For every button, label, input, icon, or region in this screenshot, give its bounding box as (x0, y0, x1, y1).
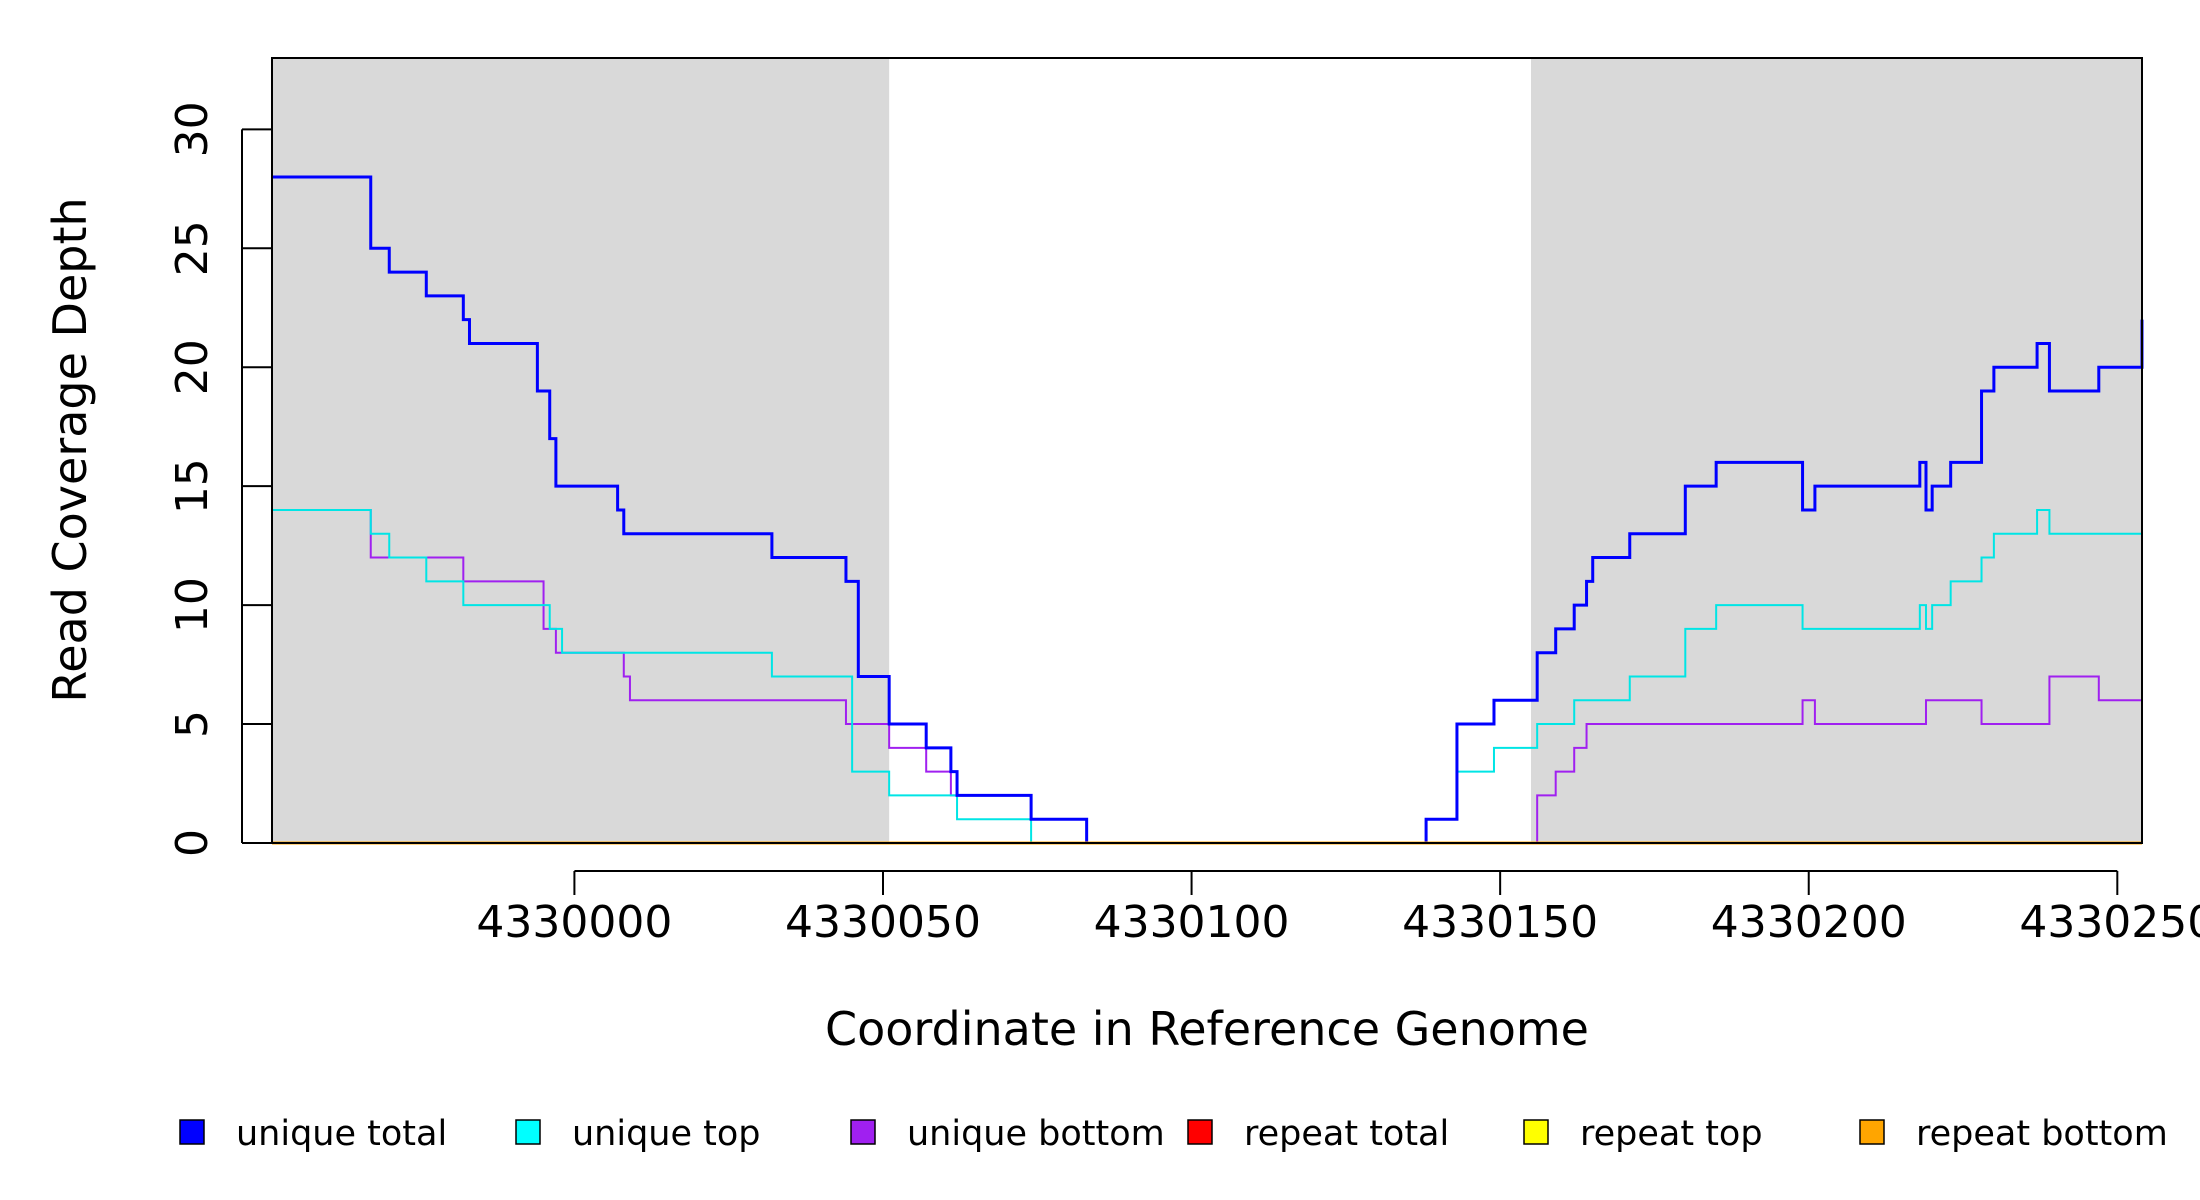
y-tick-label: 15 (167, 458, 218, 514)
x-axis-title: Coordinate in Reference Genome (825, 1002, 1589, 1056)
series-line-unique-top (272, 508, 2142, 844)
y-tick-label: 25 (167, 220, 218, 276)
shaded-regions (272, 58, 2142, 843)
y-tick-label: 10 (167, 577, 218, 633)
legend-swatch (850, 1119, 876, 1145)
legend-label: unique total (236, 1114, 447, 1154)
plot-frame (271, 57, 2143, 844)
x-tick-label: 4330250 (2019, 897, 2200, 948)
y-axis: 0 5 10 15 20 25 30 (167, 101, 272, 857)
legend-item-repeat-top: repeat top (1523, 1114, 1763, 1154)
legend-swatch (179, 1119, 205, 1145)
x-tick-label: 4330200 (1711, 897, 1907, 948)
x-tick-label: 4330150 (1402, 897, 1598, 948)
legend-label: repeat bottom (1916, 1114, 2168, 1154)
legend-item-unique-total: unique total (179, 1114, 447, 1154)
y-tick-label: 5 (167, 710, 218, 738)
legend: unique total unique top unique bottom repea… (179, 1114, 2168, 1154)
series-line-unique-total (272, 175, 2144, 845)
legend-swatch (1859, 1119, 1885, 1145)
y-tick-label: 30 (167, 101, 218, 157)
legend-item-repeat-bottom: repeat bottom (1859, 1114, 2168, 1154)
legend-label: unique top (572, 1114, 761, 1154)
y-axis-title: Read Coverage Depth (43, 197, 97, 702)
shaded-region-2 (1531, 58, 2142, 843)
legend-item-unique-bottom: unique bottom (850, 1114, 1165, 1154)
legend-swatch (515, 1119, 541, 1145)
y-tick-label: 20 (167, 339, 218, 395)
legend-item-repeat-total: repeat total (1187, 1114, 1449, 1154)
y-tick-label: 0 (167, 829, 218, 857)
x-tick-label: 4330100 (1094, 897, 1290, 948)
legend-label: unique bottom (907, 1114, 1165, 1154)
shaded-region-1 (272, 58, 890, 843)
legend-swatch (1523, 1119, 1549, 1145)
legend-label: repeat total (1244, 1114, 1449, 1154)
legend-label: repeat top (1580, 1114, 1763, 1154)
x-axis: 4330000 4330050 4330100 4330150 4330200 43302… (476, 870, 2200, 948)
legend-item-unique-top: unique top (515, 1114, 761, 1154)
x-tick-label: 4330000 (476, 897, 672, 948)
legend-swatch (1187, 1119, 1213, 1145)
x-tick-label: 4330050 (785, 897, 981, 948)
